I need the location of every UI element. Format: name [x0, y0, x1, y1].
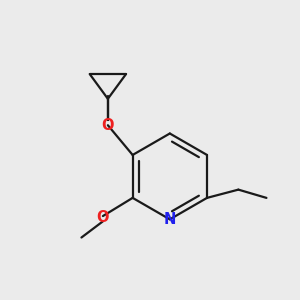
- Text: O: O: [102, 118, 114, 133]
- Text: O: O: [96, 209, 109, 224]
- Text: N: N: [164, 212, 176, 227]
